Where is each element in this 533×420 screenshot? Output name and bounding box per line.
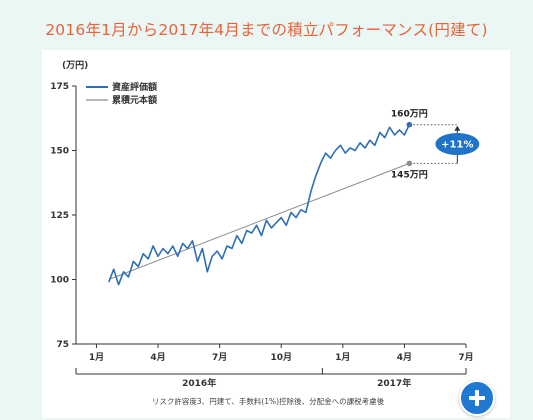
x-tick-label: 4月 xyxy=(397,352,412,363)
y-tick-label: 175 xyxy=(50,82,69,92)
plus-icon-button[interactable] xyxy=(459,380,495,416)
x-tick-label: 4月 xyxy=(150,352,165,363)
gain-badge-label: +11% xyxy=(441,140,473,151)
performance-chart: (万円) 75 100 125 150 175 1月 4月 7月 10月 1月 4月 7月 2016年 2… xyxy=(50,60,480,406)
asset-end-marker xyxy=(406,121,413,128)
chart-footnote: リスク許容度3、円建て、手数料(1%)控除後、分配金への課税考慮後 xyxy=(152,396,385,406)
principal-end-label: 145万円 xyxy=(391,169,428,180)
x-tick-label: 7月 xyxy=(212,352,227,363)
y-unit-label: (万円) xyxy=(62,60,88,71)
chart-legend: 資産評価額 累積元本額 xyxy=(86,81,157,106)
gain-arrowhead xyxy=(454,125,461,131)
asset-value-line xyxy=(108,124,411,286)
y-tick-label: 100 xyxy=(50,276,69,286)
page-title: 2016年1月から2017年4月までの積立パフォーマンス(円建て) xyxy=(45,21,488,39)
asset-end-label: 160万円 xyxy=(391,109,428,120)
principal-end-marker xyxy=(406,160,413,167)
year-group-label: 2016年 xyxy=(182,377,216,389)
x-tick-label: 1月 xyxy=(335,352,350,363)
x-tick-label: 10月 xyxy=(270,352,292,363)
y-tick-label: 75 xyxy=(56,340,69,350)
y-tick-label: 125 xyxy=(50,211,69,221)
gain-badge xyxy=(435,133,480,156)
x-tick-label: 7月 xyxy=(458,352,473,363)
chart-card: (万円) 75 100 125 150 175 1月 4月 7月 10月 1月 4月 7月 2016年 2… xyxy=(42,50,510,418)
principal-line xyxy=(108,162,410,280)
year-group-label: 2017年 xyxy=(377,377,411,389)
y-tick-label: 150 xyxy=(50,147,69,157)
x-tick-label: 1月 xyxy=(89,352,104,363)
legend-label-principal: 累積元本額 xyxy=(112,94,157,106)
legend-label-asset: 資産評価額 xyxy=(112,81,157,93)
